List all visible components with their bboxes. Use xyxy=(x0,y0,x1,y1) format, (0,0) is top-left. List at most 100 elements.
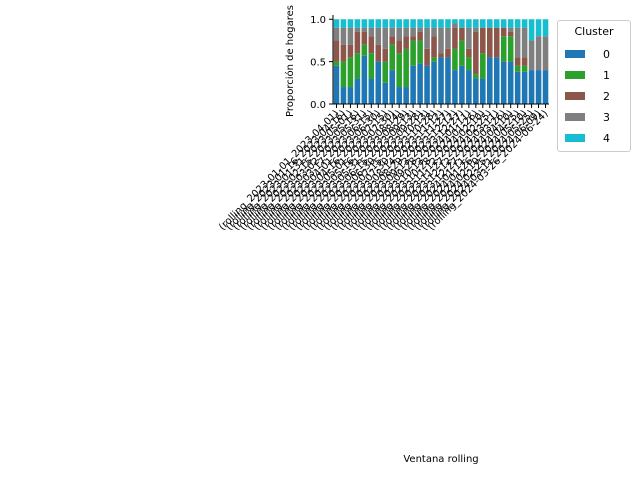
bar-segment-cluster-0 xyxy=(438,57,444,104)
bar-segment-cluster-2 xyxy=(459,27,465,41)
legend-title: Cluster xyxy=(574,25,614,38)
bar-segment-cluster-2 xyxy=(514,57,521,66)
bar-segment-cluster-4 xyxy=(473,19,479,28)
bar-segment-cluster-4 xyxy=(410,19,416,28)
bar-segment-cluster-0 xyxy=(389,70,396,104)
bar-segment-cluster-4 xyxy=(375,19,382,28)
bar-segment-cluster-3 xyxy=(466,27,472,49)
bar-segment-cluster-2 xyxy=(493,27,500,58)
bars-group xyxy=(333,19,549,104)
bar-segment-cluster-0 xyxy=(368,78,375,104)
bar-segment-cluster-1 xyxy=(507,36,514,62)
bar-segment-cluster-1 xyxy=(417,40,423,64)
bar-segment-cluster-3 xyxy=(375,27,382,45)
bar-segment-cluster-1 xyxy=(500,36,507,62)
bar-segment-cluster-4 xyxy=(500,19,507,28)
bar-segment-cluster-4 xyxy=(382,19,389,28)
bar-segment-cluster-3 xyxy=(368,27,375,37)
bar-segment-cluster-3 xyxy=(389,27,396,37)
bar-segment-cluster-0 xyxy=(459,65,465,104)
bar-segment-cluster-4 xyxy=(459,19,465,28)
bar-segment-cluster-0 xyxy=(382,82,389,104)
bar-segment-cluster-0 xyxy=(521,71,528,104)
bar-segment-cluster-4 xyxy=(361,19,368,28)
bar-segment-cluster-4 xyxy=(424,19,430,28)
bar-segment-cluster-1 xyxy=(466,57,472,71)
bar-segment-cluster-0 xyxy=(347,87,354,104)
bar-segment-cluster-2 xyxy=(473,31,479,75)
bar-segment-cluster-0 xyxy=(424,65,430,104)
bar-segment-cluster-4 xyxy=(389,19,396,28)
bar-segment-cluster-2 xyxy=(486,27,493,58)
bar-segment-cluster-4 xyxy=(528,19,535,41)
bar-segment-cluster-0 xyxy=(354,78,361,104)
bar-segment-cluster-0 xyxy=(396,87,402,104)
bar-segment-cluster-3 xyxy=(431,27,437,37)
bar-segment-cluster-2 xyxy=(521,57,528,66)
bar-segment-cluster-4 xyxy=(340,19,347,28)
bar-segment-cluster-4 xyxy=(417,19,423,28)
y-tick-label: 1.0 xyxy=(310,15,326,26)
bar-segment-cluster-0 xyxy=(473,78,479,104)
legend-swatch xyxy=(565,71,585,79)
bar-segment-cluster-1 xyxy=(396,53,402,88)
bar-segment-cluster-4 xyxy=(514,19,521,28)
bar-segment-cluster-0 xyxy=(361,55,368,104)
bar-segment-cluster-0 xyxy=(410,65,416,104)
bar-segment-cluster-3 xyxy=(438,27,444,54)
bar-segment-cluster-1 xyxy=(389,44,396,71)
legend-swatch xyxy=(565,113,585,121)
bar-segment-cluster-2 xyxy=(333,40,340,62)
legend-label: 1 xyxy=(603,68,610,82)
bar-segment-cluster-4 xyxy=(431,19,437,28)
bar-segment-cluster-2 xyxy=(347,44,354,58)
bar-segment-cluster-2 xyxy=(354,31,361,54)
bar-segment-cluster-1 xyxy=(514,65,521,72)
bar-segment-cluster-1 xyxy=(480,53,486,79)
bar-segment-cluster-4 xyxy=(466,19,472,28)
bar-segment-cluster-1 xyxy=(452,48,458,71)
bar-segment-cluster-3 xyxy=(347,27,354,45)
bar-segment-cluster-4 xyxy=(354,19,361,28)
legend-item-cluster-2: 2 xyxy=(565,89,610,103)
bar-segment-cluster-2 xyxy=(417,31,423,41)
bar-segment-cluster-2 xyxy=(480,27,486,54)
bar-segment-cluster-4 xyxy=(480,19,486,28)
bar-segment-cluster-4 xyxy=(438,19,444,28)
bar-segment-cluster-1 xyxy=(473,74,479,79)
bar-segment-cluster-2 xyxy=(368,36,375,54)
bar-segment-cluster-2 xyxy=(500,27,507,37)
bar-segment-cluster-0 xyxy=(486,57,493,104)
legend-label: 2 xyxy=(603,89,610,103)
bar-segment-cluster-1 xyxy=(340,61,347,88)
bar-segment-cluster-4 xyxy=(521,19,528,28)
bar-segment-cluster-3 xyxy=(410,27,416,37)
bar-segment-cluster-4 xyxy=(403,19,409,28)
bar-segment-cluster-0 xyxy=(542,70,549,104)
bar-segment-cluster-2 xyxy=(424,48,430,66)
bar-segment-cluster-0 xyxy=(417,63,423,104)
bar-segment-cluster-1 xyxy=(410,40,416,66)
legend: Cluster 0 1 2 3 4 xyxy=(557,20,631,152)
x-tick-labels: (rolling_2023-01-01_2023-04-01)(rolling_… xyxy=(217,104,551,233)
bar-segment-cluster-3 xyxy=(514,27,521,58)
bar-segment-cluster-4 xyxy=(507,19,514,28)
legend-item-cluster-4: 4 xyxy=(565,131,610,145)
bar-segment-cluster-2 xyxy=(396,40,402,54)
bar-segment-cluster-1 xyxy=(361,44,368,56)
x-axis-label: Ventana rolling xyxy=(403,454,478,465)
bar-segment-cluster-1 xyxy=(354,53,361,79)
bar-segment-cluster-0 xyxy=(452,70,458,104)
y-axis-label: Proporción de hogares xyxy=(284,5,296,117)
bar-segment-cluster-2 xyxy=(375,44,382,62)
bar-segment-cluster-2 xyxy=(452,27,458,49)
bar-segment-cluster-0 xyxy=(340,87,347,104)
bar-segment-cluster-3 xyxy=(507,27,514,32)
legend-label: 0 xyxy=(603,47,610,61)
legend-item-cluster-3: 3 xyxy=(565,110,610,124)
bar-segment-cluster-3 xyxy=(403,27,409,37)
bar-segment-cluster-2 xyxy=(410,36,416,41)
bar-segment-cluster-1 xyxy=(521,65,528,72)
bar-segment-cluster-1 xyxy=(333,61,340,66)
